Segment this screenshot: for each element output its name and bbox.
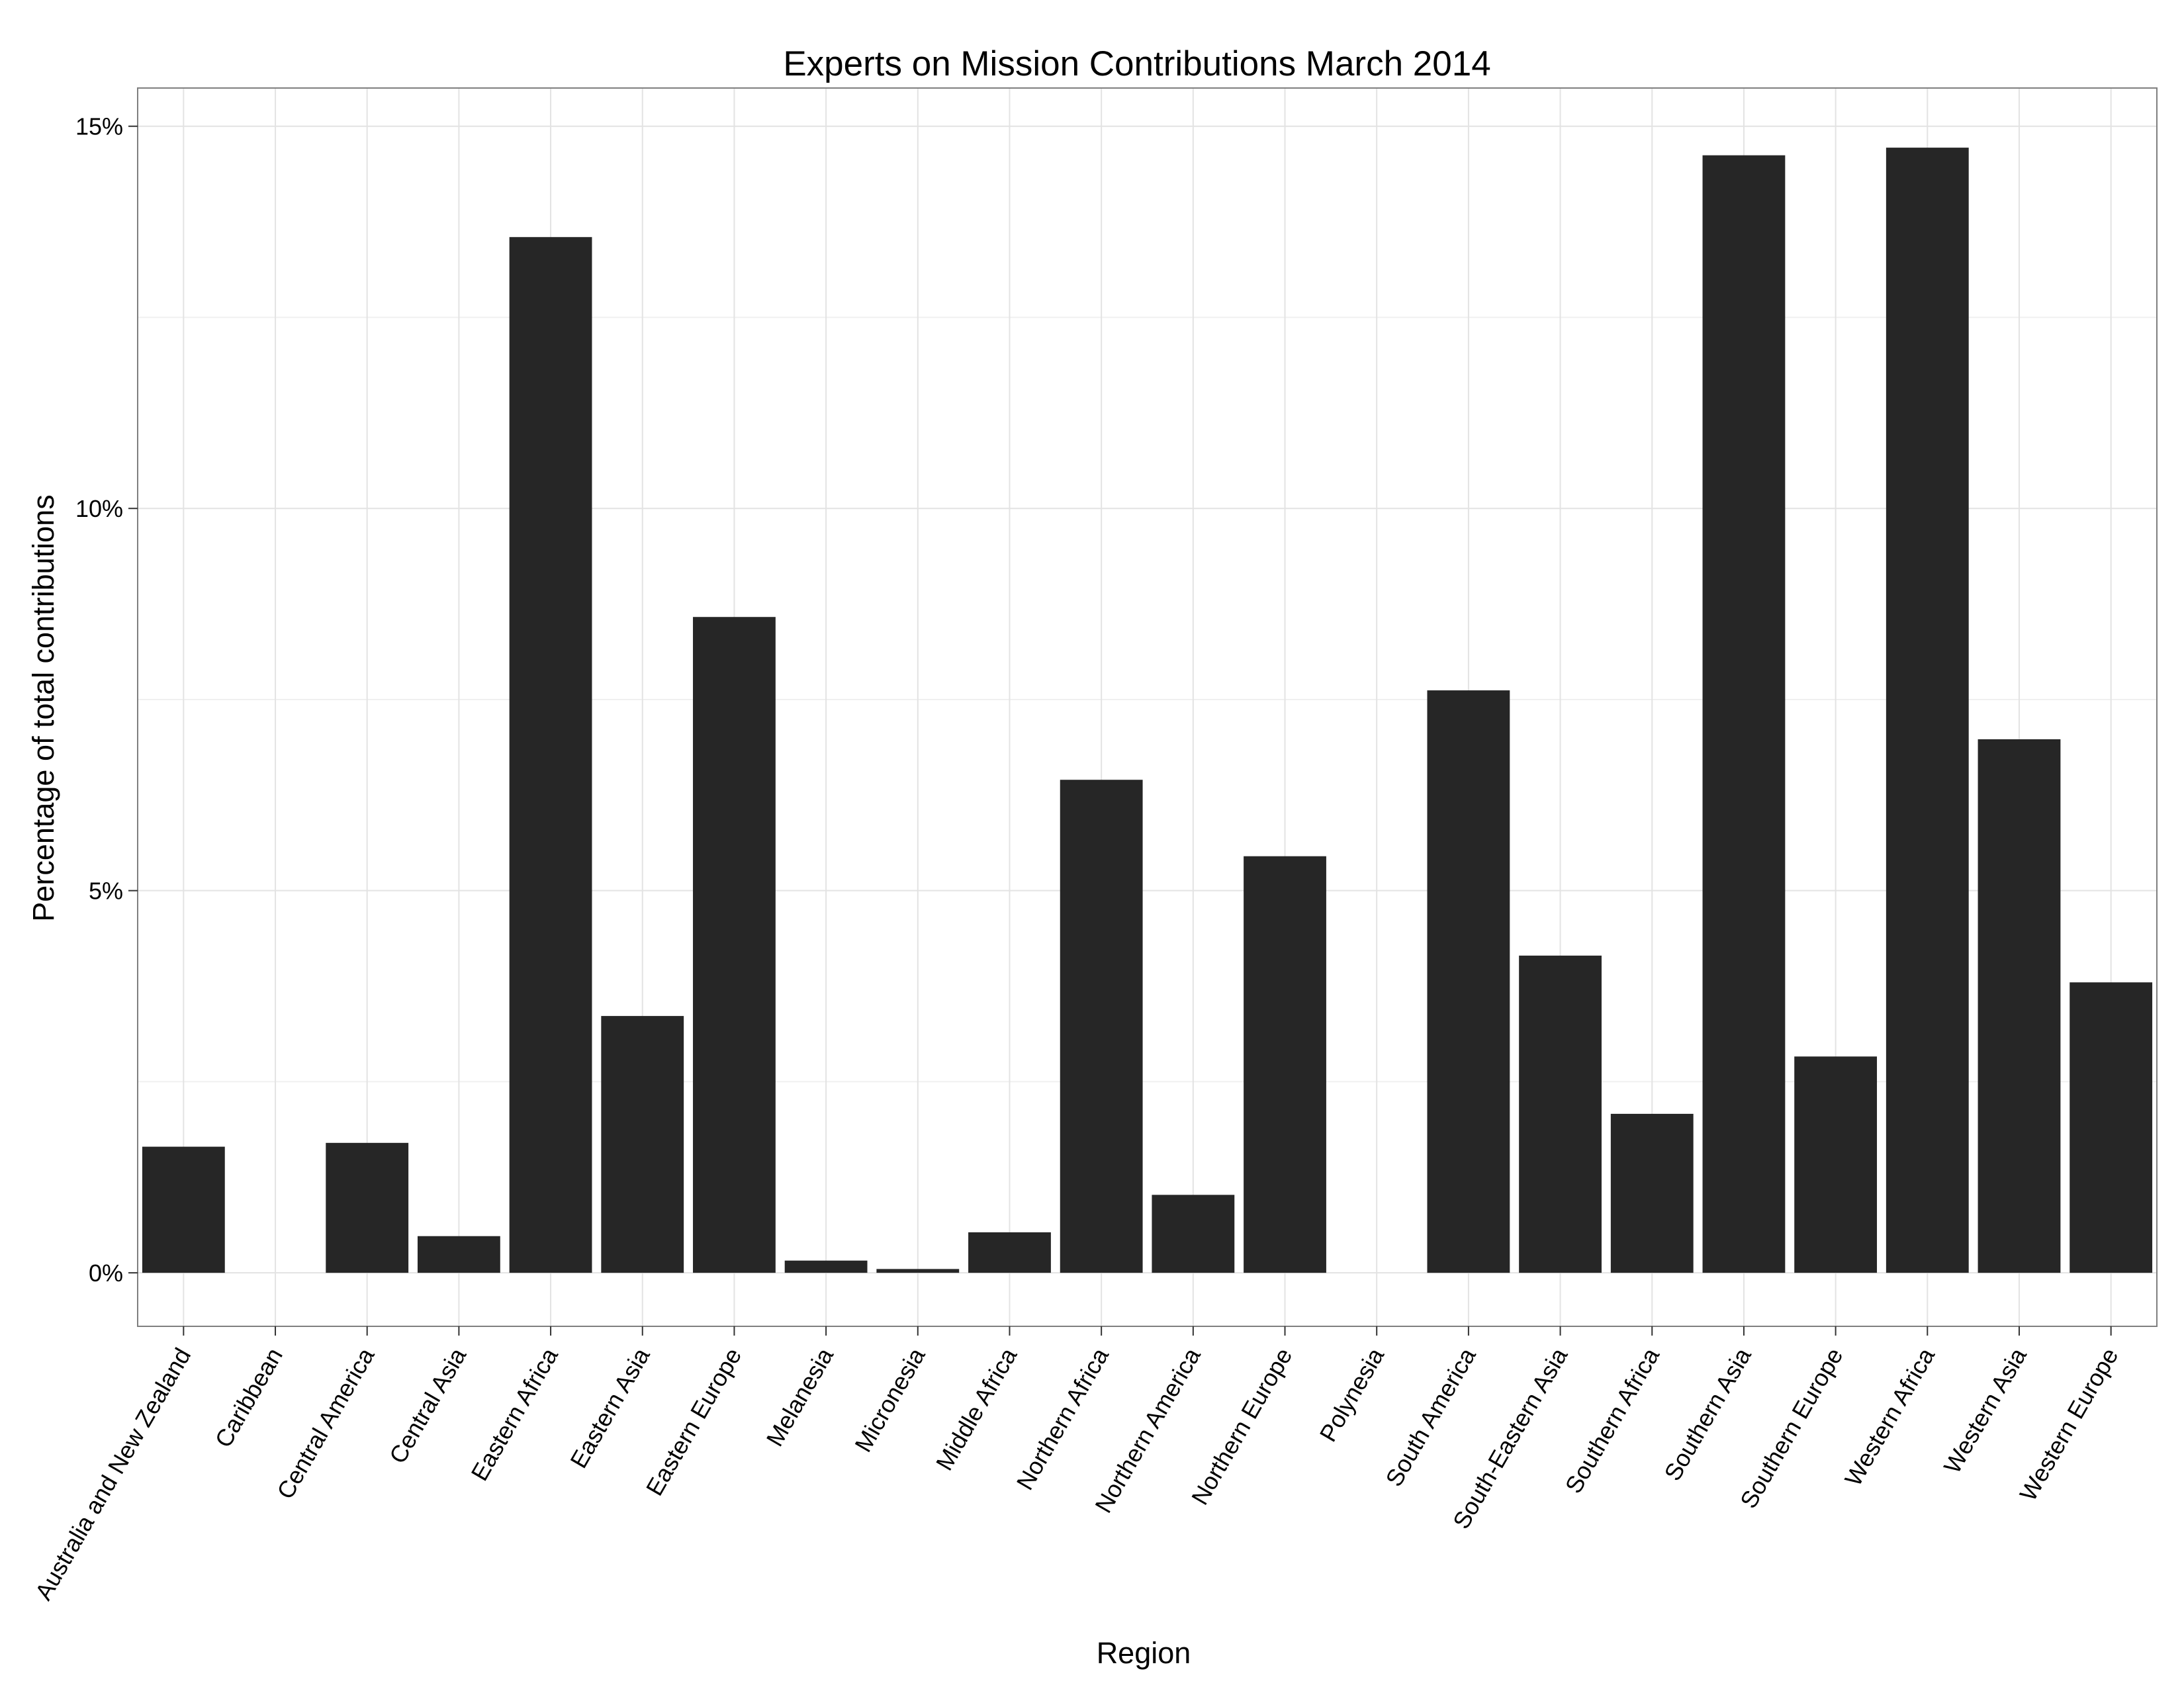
bar: [1152, 1195, 1235, 1273]
bar: [968, 1232, 1051, 1273]
y-axis: 0% 5% 10% 15%: [75, 113, 138, 1287]
bars: [142, 148, 2153, 1273]
y-tick-label: 0%: [89, 1259, 123, 1287]
bar: [1978, 739, 2061, 1273]
chart-title: Experts on Mission Contributions March 2…: [783, 44, 1490, 83]
bar: [1244, 856, 1326, 1273]
bar: [1519, 955, 1602, 1273]
plot-frame: [137, 87, 2158, 1327]
bar: [142, 1146, 225, 1273]
bar: [1702, 155, 1786, 1273]
bar: [417, 1236, 500, 1273]
bar: [601, 1016, 684, 1273]
y-tick-label: 15%: [75, 113, 123, 140]
bar: [1427, 690, 1510, 1273]
bar: [876, 1269, 960, 1273]
y-tick-label: 5%: [89, 878, 123, 905]
bar: [2070, 982, 2153, 1273]
bar: [1886, 148, 1969, 1273]
y-tick-label: 10%: [75, 495, 123, 522]
bar: [693, 617, 776, 1273]
x-axis-title: Region: [1097, 1636, 1191, 1670]
y-axis-title: Percentage of total contributions: [26, 494, 60, 921]
bar: [784, 1260, 868, 1273]
bar: [1610, 1113, 1694, 1273]
bar: [326, 1142, 409, 1273]
bar: [1794, 1056, 1878, 1273]
bar: [1060, 780, 1143, 1273]
bar: [509, 237, 592, 1273]
